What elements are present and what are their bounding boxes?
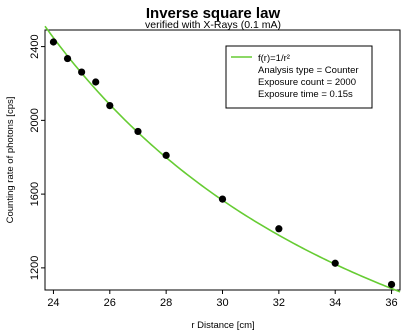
legend-exposure-time: Exposure time = 0.15s: [258, 89, 353, 100]
data-point: [134, 127, 142, 136]
y-tick-label: 2400: [29, 34, 41, 58]
x-tick-label: 26: [104, 297, 116, 309]
chart-title: Inverse square law: [146, 5, 281, 22]
y-axis-label: Counting rate of photons [cps]: [5, 97, 16, 224]
legend-analysis-type: Analysis type = Counter: [258, 65, 359, 76]
data-point: [78, 68, 86, 76]
legend: f(r)=1/r² Analysis type = Counter Exposu…: [225, 45, 373, 109]
chart-subtitle: verified with X-Rays (0.1 mA): [145, 19, 281, 31]
data-point: [162, 151, 170, 159]
legend-exposure-count: Exposure count = 2000: [258, 77, 356, 88]
y-axis: 1200 1600 2000 2400: [29, 34, 45, 280]
points-layer: [49, 38, 396, 289]
data-point: [106, 102, 114, 110]
data-point: [387, 280, 396, 289]
data-point: [218, 195, 227, 203]
y-tick-label: 1600: [29, 182, 41, 206]
data-point: [331, 259, 339, 267]
legend-fit-label: f(r)=1/r²: [258, 53, 290, 64]
x-axis-label: r Distance [cm]: [191, 320, 254, 331]
data-point: [63, 54, 72, 63]
data-point: [49, 38, 58, 46]
y-tick-label: 2000: [29, 108, 41, 132]
x-tick-label: 24: [47, 297, 59, 309]
y-tick-label: 1200: [29, 256, 41, 280]
x-axis: 24 26 28 30 32 34 36: [47, 290, 398, 309]
x-tick-label: 28: [160, 297, 172, 309]
x-tick-label: 36: [385, 297, 397, 309]
x-tick-label: 32: [273, 297, 285, 309]
x-tick-label: 30: [216, 297, 228, 309]
x-tick-label: 34: [329, 297, 341, 309]
data-point: [275, 225, 283, 233]
data-point: [92, 78, 100, 86]
